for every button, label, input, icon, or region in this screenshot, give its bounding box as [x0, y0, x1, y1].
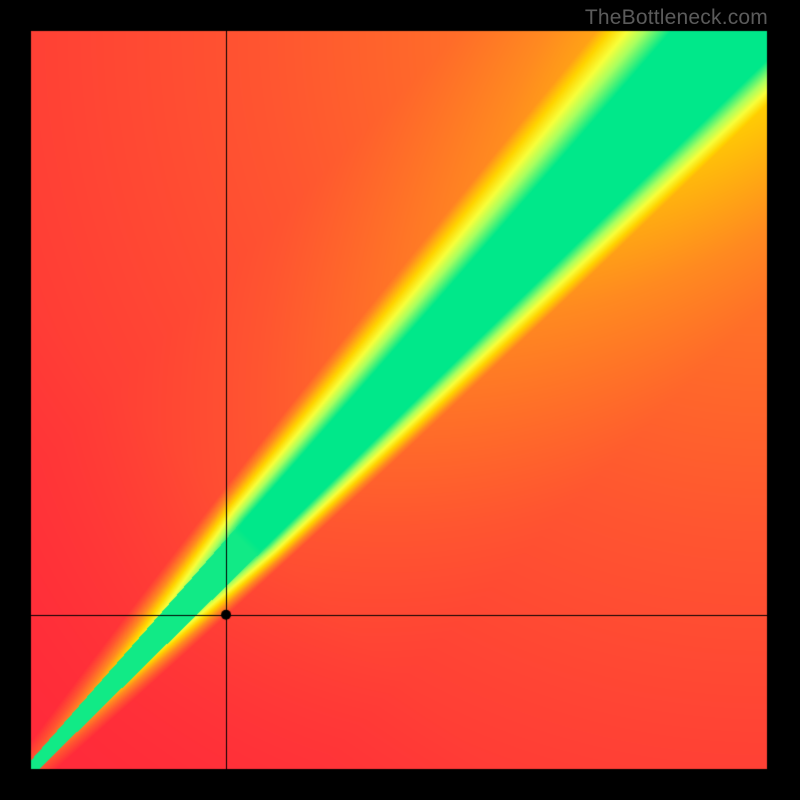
bottleneck-heatmap: [0, 0, 800, 800]
chart-container: TheBottleneck.com: [0, 0, 800, 800]
watermark-text: TheBottleneck.com: [585, 6, 768, 30]
